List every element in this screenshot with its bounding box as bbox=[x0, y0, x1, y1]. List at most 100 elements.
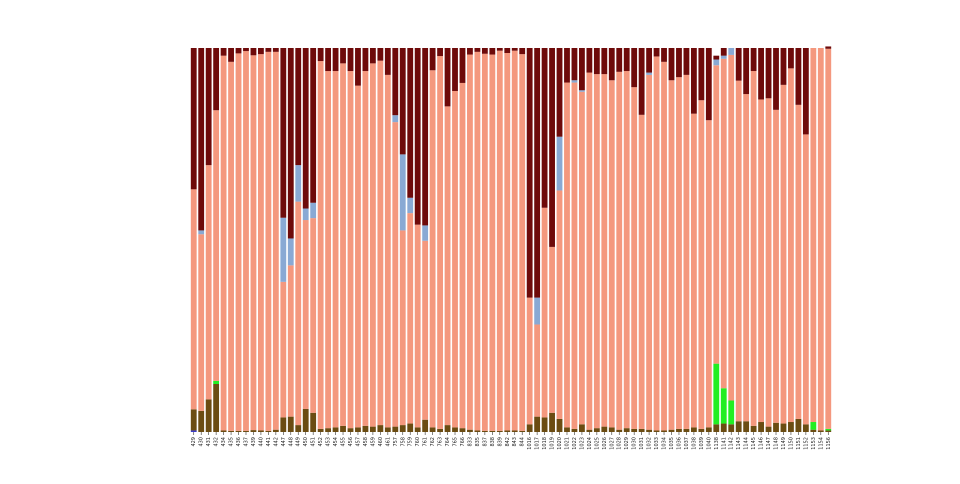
bar-segment-1030-s5 bbox=[631, 48, 638, 88]
bar-segment-435-s5 bbox=[228, 48, 234, 62]
bar-segment-442-s3 bbox=[272, 51, 279, 430]
bar-segment-1152-s1 bbox=[802, 424, 809, 432]
bar-segment-439-s1 bbox=[250, 430, 257, 432]
bar-stack-1040 bbox=[705, 48, 712, 432]
bar-segment-1039-s5 bbox=[698, 48, 705, 101]
bar-stack-452 bbox=[317, 48, 324, 432]
bar-stack-448 bbox=[287, 48, 294, 432]
bar-segment-430-s5 bbox=[198, 48, 205, 231]
bar-segment-760-s1 bbox=[414, 427, 421, 432]
bar-segment-1021-s1 bbox=[564, 427, 570, 432]
bar-segment-1035-s1 bbox=[668, 429, 675, 432]
bar-segment-429-s5 bbox=[190, 48, 197, 190]
bar-segment-1028-s3 bbox=[616, 71, 623, 430]
bar-segment-835-s1 bbox=[474, 430, 481, 432]
bar-segment-458-s1 bbox=[362, 425, 369, 432]
x-tick-label: 1156 bbox=[826, 437, 832, 450]
bar-segment-1018-s5 bbox=[541, 48, 548, 208]
bar-segment-461-s5 bbox=[384, 48, 391, 75]
bar-segment-833-s5 bbox=[467, 48, 473, 55]
bar-segment-1147-s5 bbox=[765, 48, 772, 99]
bar-segment-1024-s5 bbox=[586, 48, 593, 73]
bar-segment-442-s1 bbox=[272, 429, 279, 432]
bar-stack-1034 bbox=[661, 48, 667, 432]
bar-segment-437-s3 bbox=[243, 51, 249, 431]
bar-segment-439-s5 bbox=[250, 48, 257, 56]
bar-stack-1144 bbox=[743, 48, 750, 432]
bar-stack-1021 bbox=[564, 48, 570, 432]
bar-segment-1035-s5 bbox=[668, 48, 675, 81]
bar-segment-1145-s1 bbox=[750, 425, 757, 432]
bar-segment-460-s5 bbox=[377, 48, 384, 61]
bar-segment-1025-s5 bbox=[593, 48, 600, 75]
bar-segment-844-s3 bbox=[519, 54, 526, 431]
bar-segment-432-s5 bbox=[213, 48, 220, 111]
bar-segment-1026-s5 bbox=[601, 48, 608, 75]
bar-stack-763 bbox=[437, 48, 443, 432]
bar-segment-1153-s3 bbox=[810, 48, 817, 423]
bar-segment-453-s5 bbox=[325, 48, 332, 72]
x-tick-label: 1154 bbox=[818, 437, 824, 450]
bar-segment-434-s5 bbox=[220, 48, 227, 56]
bar-stack-1022 bbox=[571, 48, 578, 432]
bar-segment-833-s1 bbox=[467, 429, 473, 432]
bar-segment-1017-s1 bbox=[534, 416, 541, 432]
x-tick-label: 1024 bbox=[587, 437, 593, 450]
bar-segment-1138-s3 bbox=[713, 65, 720, 364]
bar-stack-765 bbox=[452, 48, 458, 432]
x-tick-label: 459 bbox=[370, 437, 376, 447]
bar-segment-1037-s1 bbox=[683, 428, 690, 432]
x-tick-label: 842 bbox=[505, 437, 511, 447]
bar-segment-1031-s3 bbox=[638, 114, 645, 429]
x-tick-label: 833 bbox=[467, 437, 473, 447]
x-tick-label: 1153 bbox=[811, 437, 817, 450]
x-tick-label: 1035 bbox=[669, 437, 675, 450]
bar-segment-838-s1 bbox=[489, 430, 496, 432]
bar-stack-1141 bbox=[720, 48, 727, 432]
bar-stack-429 bbox=[190, 48, 197, 432]
bar-segment-1040-s1 bbox=[705, 427, 712, 432]
bar-stack-460 bbox=[377, 48, 384, 432]
bar-stack-453 bbox=[325, 48, 332, 432]
x-tick-label: 441 bbox=[266, 437, 272, 447]
bar-stack-1152 bbox=[802, 48, 809, 432]
bar-segment-440-s1 bbox=[258, 430, 264, 432]
bar-stack-449 bbox=[295, 48, 302, 432]
bar-stack-431 bbox=[205, 48, 212, 432]
x-tick-label: 435 bbox=[229, 437, 235, 447]
bar-segment-1034-s3 bbox=[661, 61, 667, 431]
bar-segment-842-s5 bbox=[504, 48, 511, 53]
bar-segment-1146-s5 bbox=[758, 48, 764, 100]
x-tick-label: 844 bbox=[520, 437, 526, 447]
bar-stack-454 bbox=[332, 48, 339, 432]
bar-segment-1145-s3 bbox=[750, 71, 757, 426]
bar-stack-1032 bbox=[646, 48, 653, 432]
bar-segment-759-s4 bbox=[407, 197, 414, 214]
x-tick-label: 758 bbox=[400, 437, 406, 447]
bar-segment-1040-s5 bbox=[705, 48, 712, 121]
bar-segment-763-s3 bbox=[437, 56, 443, 429]
bar-segment-1143-s3 bbox=[735, 80, 742, 422]
bar-stack-450 bbox=[302, 48, 309, 432]
bar-segment-450-s3 bbox=[302, 220, 309, 409]
x-tick-label: 838 bbox=[490, 437, 496, 447]
bar-segment-1149-s5 bbox=[780, 48, 787, 85]
bar-segment-1142-s1 bbox=[728, 424, 735, 432]
bar-segment-764-s5 bbox=[444, 48, 451, 107]
bar-segment-1153-s1 bbox=[810, 429, 817, 432]
bar-stack-1142 bbox=[728, 48, 735, 432]
bar-segment-762-s5 bbox=[429, 48, 436, 71]
bar-segment-1152-s5 bbox=[802, 48, 809, 135]
bar-segment-1020-s3 bbox=[556, 190, 563, 419]
bar-segment-838-s3 bbox=[489, 54, 496, 431]
bar-stack-1018 bbox=[541, 48, 548, 432]
bar-stack-1029 bbox=[623, 48, 630, 432]
bar-segment-1036-s5 bbox=[676, 48, 682, 78]
x-tick-label: 1037 bbox=[684, 437, 690, 450]
bar-segment-1028-s1 bbox=[616, 429, 623, 432]
bar-stack-435 bbox=[228, 48, 234, 432]
bar-segment-1037-s3 bbox=[683, 74, 690, 429]
bar-segment-430-s1 bbox=[198, 410, 205, 432]
x-tick-label: 1144 bbox=[744, 437, 750, 450]
bar-segment-1018-s3 bbox=[541, 207, 548, 418]
